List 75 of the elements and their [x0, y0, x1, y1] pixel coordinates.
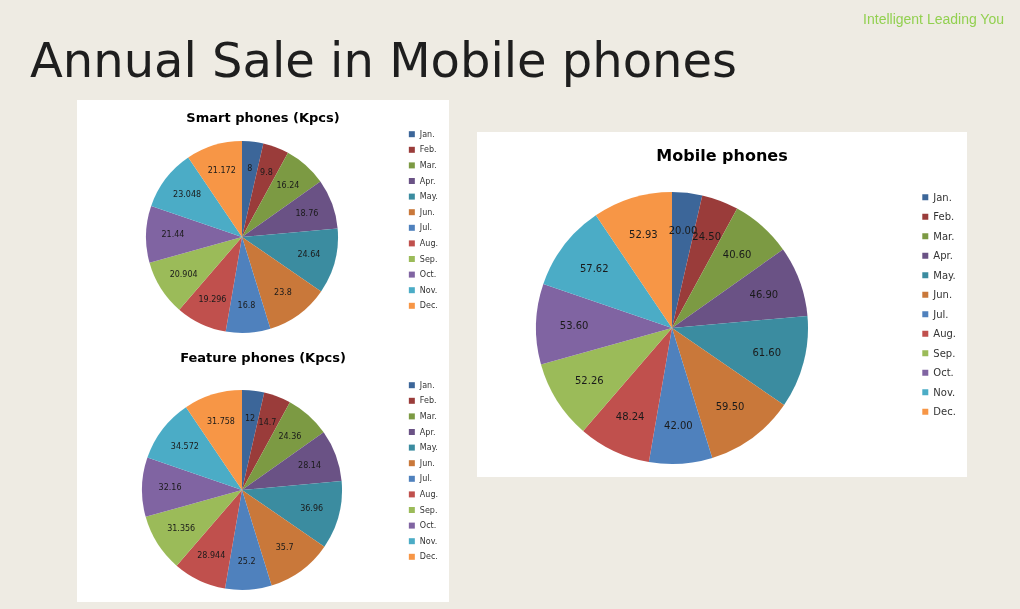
data-label: 9.8 — [260, 167, 273, 177]
data-label: 19.296 — [198, 294, 227, 304]
legend-label: Sep. — [933, 347, 956, 359]
data-label: 20.904 — [169, 269, 198, 279]
data-label: 52.26 — [574, 374, 604, 386]
data-label: 31.758 — [206, 416, 235, 426]
legend-label: Jun. — [932, 289, 953, 301]
legend-label: Mar. — [419, 411, 437, 421]
legend-label: Mar. — [419, 160, 437, 170]
data-label: 48.24 — [615, 411, 645, 423]
chart-title: Feature phones (Kpcs) — [180, 350, 346, 365]
legend-label: Nov. — [933, 386, 956, 398]
data-label: 52.93 — [629, 228, 658, 240]
data-label: 21.44 — [161, 230, 185, 240]
chart-title: Mobile phones — [656, 145, 788, 165]
legend-label: Mar. — [933, 230, 955, 242]
legend-label: Apr. — [933, 250, 953, 262]
data-label: 14.7 — [258, 418, 277, 428]
data-label: 8 — [247, 163, 253, 173]
legend-label: Feb. — [933, 211, 955, 223]
legend-label: Dec. — [419, 301, 438, 311]
legend-label: Aug. — [419, 238, 439, 248]
legend-label: Jul. — [418, 474, 433, 484]
legend-label: Oct. — [419, 521, 437, 531]
legend-label: Jan. — [932, 191, 952, 203]
data-label: 36.96 — [300, 503, 324, 513]
text: Annual Sale in Mobile phones — [30, 32, 738, 88]
data-label: 24.36 — [278, 431, 302, 441]
text: Intelligent Leading You — [863, 11, 1004, 27]
data-label: 40.60 — [722, 249, 752, 261]
data-label: 53.60 — [559, 319, 589, 331]
legend-label: Aug. — [419, 489, 439, 499]
legend-label: Oct. — [933, 367, 954, 379]
legend-label: May. — [419, 192, 438, 202]
legend-label: Sep. — [419, 254, 438, 264]
legend-label: Jun. — [418, 207, 435, 217]
data-label: 34.572 — [170, 441, 199, 451]
legend-label: Jan. — [418, 380, 435, 390]
data-label: 23.8 — [274, 288, 292, 298]
legend-label: Jan. — [418, 129, 435, 139]
data-label: 35.7 — [275, 543, 294, 553]
data-label: 28.14 — [298, 460, 322, 470]
legend-label: Jun. — [418, 458, 435, 468]
legend-label: Feb. — [419, 145, 437, 155]
legend-label: May. — [933, 269, 956, 281]
legend-label: Dec. — [419, 552, 438, 562]
data-label: 16.8 — [237, 301, 256, 311]
data-label: 59.50 — [715, 401, 745, 413]
legend-label: Jul. — [418, 223, 433, 233]
data-label: 18.76 — [295, 208, 319, 218]
legend-label: Nov. — [419, 285, 438, 295]
data-label: 61.60 — [752, 347, 782, 359]
legend-label: Jul. — [932, 308, 949, 320]
legend-label: Aug. — [933, 328, 957, 340]
data-label: 23.048 — [173, 190, 202, 200]
legend-label: Sep. — [419, 505, 438, 515]
data-label: 42.00 — [664, 420, 693, 432]
data-label: 31.356 — [167, 524, 196, 534]
data-label: 16.24 — [276, 180, 300, 190]
data-label: 24.64 — [297, 250, 321, 260]
legend-label: Apr. — [419, 427, 436, 437]
legend-label: Feb. — [419, 396, 437, 406]
legend-label: Dec. — [933, 406, 956, 418]
data-label: 12 — [244, 413, 256, 423]
chart-title: Smart phones (Kpcs) — [186, 110, 340, 125]
data-label: 28.944 — [197, 550, 226, 560]
legend-label: Apr. — [419, 176, 436, 186]
data-label: 25.2 — [237, 557, 256, 567]
data-label: 32.16 — [158, 483, 182, 493]
legend-label: Nov. — [419, 536, 438, 546]
data-label: 46.90 — [749, 288, 779, 300]
data-label: 57.62 — [579, 262, 609, 274]
legend-label: May. — [419, 443, 438, 453]
legend-label: Oct. — [419, 270, 437, 280]
data-label: 21.172 — [207, 166, 236, 176]
